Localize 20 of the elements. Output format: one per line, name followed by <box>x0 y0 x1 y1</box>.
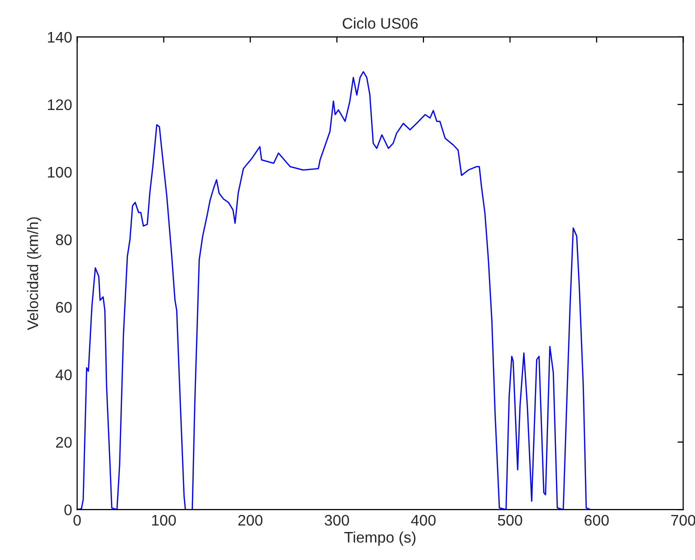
y-tick-label: 100 <box>48 166 72 178</box>
x-tick-label: 500 <box>498 514 522 526</box>
x-tick-label: 100 <box>152 514 176 526</box>
y-tick-label: 80 <box>56 234 72 246</box>
line-series <box>77 71 592 510</box>
x-tick-label: 300 <box>324 514 350 526</box>
y-axis-title: Velocidad (km/h) <box>27 217 42 330</box>
x-tick-label: 0 <box>73 514 81 526</box>
chart-title: Ciclo US06 <box>342 18 418 29</box>
x-tick-label: 600 <box>584 514 609 526</box>
y-tick-label: 60 <box>56 302 72 313</box>
x-axis-title: Tiempo (s) <box>344 531 416 546</box>
x-tick-label: 400 <box>411 514 436 526</box>
y-tick-label: 0 <box>64 504 72 516</box>
y-tick-label: 120 <box>48 99 72 110</box>
y-tick-label: 140 <box>48 32 72 43</box>
y-tick-label: 20 <box>56 436 72 448</box>
x-tick-label: 700 <box>671 514 695 526</box>
x-tick-label: 200 <box>238 514 262 526</box>
y-tick-label: 40 <box>56 369 72 380</box>
